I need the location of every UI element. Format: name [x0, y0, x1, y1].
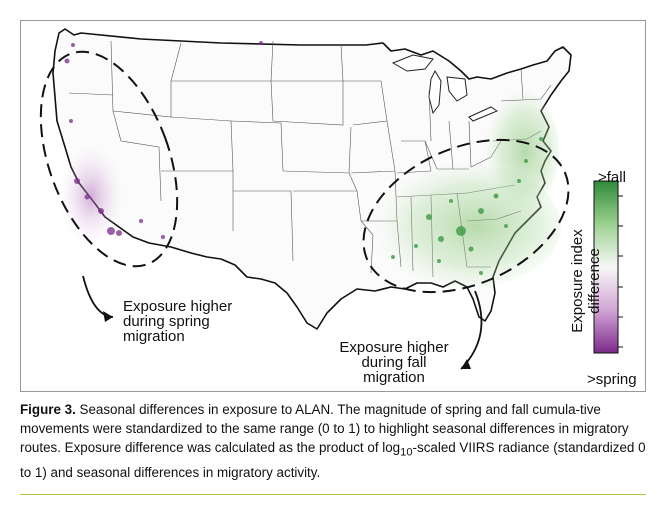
green-cities — [391, 137, 543, 275]
fall-arrow-head — [461, 359, 471, 369]
figure-panel: Exposure higher during spring migration … — [20, 20, 646, 392]
lake-superior — [391, 54, 434, 72]
fall-annotation-line: migration — [363, 369, 425, 386]
fall-annotation-line: Exposure higher — [339, 339, 449, 356]
legend-bottom-label: >spring — [587, 371, 637, 388]
spring-annotation-line: during spring — [123, 313, 210, 330]
legend-ticks — [618, 195, 623, 348]
northeast-glow — [483, 91, 559, 211]
spring-arrow — [82, 275, 114, 318]
legend-title-line: Exposure index — [569, 229, 586, 333]
us-map — [39, 28, 623, 370]
caption-label: Figure 3. — [20, 402, 76, 417]
spring-annotation: Exposure higher during spring migration — [123, 299, 232, 344]
west-region-ellipse — [39, 50, 179, 268]
lake-michigan — [428, 69, 442, 115]
legend-title: Exposure index difference — [569, 221, 609, 341]
figure-caption: Figure 3. Seasonal differences in exposu… — [20, 400, 650, 482]
spring-annotation-line: Exposure higher — [123, 298, 233, 315]
fall-annotation: Exposure higher during fall migration — [309, 340, 479, 385]
legend-top-label: >fall — [598, 169, 626, 186]
caption-text-end: -scaled VIIRS radiance (standardized 0 t… — [20, 440, 646, 480]
caption-rule — [20, 494, 646, 495]
caption-subscript: 10 — [400, 446, 413, 459]
legend-title-line: difference — [586, 248, 603, 314]
caption-text: Seasonal differences in exposure to ALAN… — [20, 402, 629, 455]
spring-arrow-head — [103, 311, 113, 322]
fall-annotation-line: during fall — [361, 354, 427, 371]
lake-huron — [446, 76, 468, 102]
east-region-ellipse — [362, 138, 570, 294]
west-glow — [59, 146, 123, 246]
spring-annotation-line: migration — [123, 328, 185, 345]
legend-colorbar — [593, 180, 619, 354]
purple-cities — [64, 41, 263, 239]
